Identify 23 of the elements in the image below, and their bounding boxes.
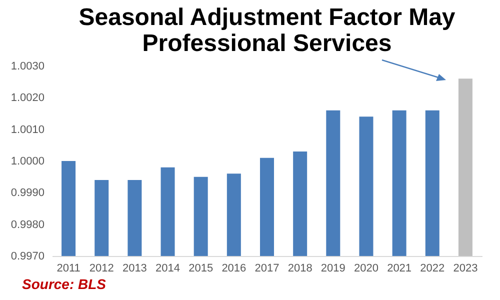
x-tick-label: 2014: [156, 262, 180, 274]
chart-title: Seasonal Adjustment Factor May: [78, 4, 456, 31]
y-tick-label: 1.0000: [10, 156, 44, 168]
chart-subtitle: Professional Services: [142, 30, 392, 57]
x-tick-label: 2020: [354, 262, 378, 274]
x-tick-label: 2015: [188, 262, 214, 274]
x-tick-label: 2021: [387, 262, 412, 274]
x-tick-label: 2017: [254, 262, 280, 274]
y-tick-label: 0.9970: [10, 250, 44, 262]
y-tick-label: 1.0010: [10, 124, 44, 136]
x-tick-label: 2012: [89, 262, 114, 274]
x-tick-label: 2016: [222, 262, 246, 274]
y-tick-label: 0.9980: [10, 218, 44, 231]
x-tick-label: 2018: [288, 262, 312, 274]
x-tick-label: 2019: [320, 262, 346, 274]
source-note: Source: BLS: [22, 276, 106, 292]
y-tick-label: 0.9990: [10, 187, 44, 200]
x-tick-label: 2011: [56, 262, 80, 274]
y-tick-label: 1.0030: [10, 60, 44, 72]
x-tick-label: 2013: [122, 262, 147, 274]
y-tick-label: 1.0020: [10, 92, 44, 104]
x-tick-label: 2022: [420, 262, 445, 274]
x-tick-label: 2023: [453, 262, 478, 274]
